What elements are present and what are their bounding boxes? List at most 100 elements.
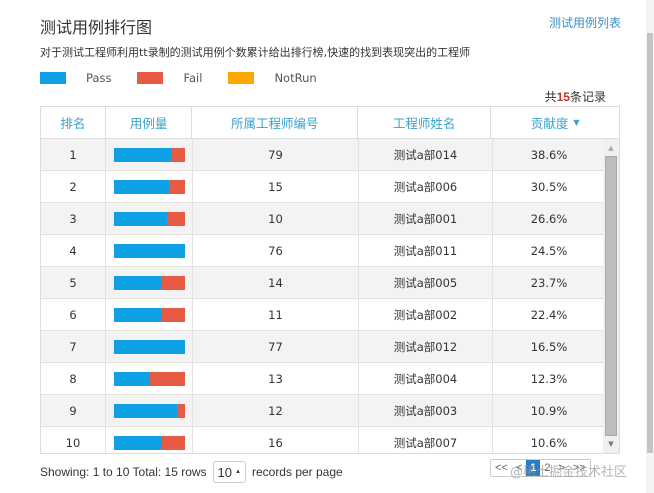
notrun-swatch [228,72,255,84]
cell-rank: 7 [41,331,106,362]
cell-rank: 10 [41,427,106,453]
showing-info: Showing: 1 to 10 Total: 15 rows [40,465,207,479]
cell-contribution: 38.6% [530,147,568,162]
scroll-down-icon[interactable]: ▼ [608,440,614,448]
cell-engineer-id: 13 [193,363,359,394]
column-rank[interactable]: 排名 [41,107,106,138]
cell-engineer-name: 测试a部012 [359,331,493,362]
table-header: 排名 用例量 所属工程师编号 工程师姓名 贡献度 ▼ [41,107,619,139]
table-row[interactable]: 4 76 测试a部011 24.5% [41,235,605,267]
legend-notrun[interactable]: NotRun [228,71,317,85]
page-scrollbar[interactable] [646,0,654,493]
page-button[interactable]: << [495,462,508,474]
scrollbar-thumb[interactable] [605,156,617,436]
page-button[interactable]: 1 [526,460,541,476]
cell-engineer-name: 测试a部002 [359,299,493,330]
table-row[interactable]: 10 16 测试a部007 10.6% [41,427,605,453]
cell-engineer-id: 11 [193,299,359,330]
fail-segment [168,179,185,194]
cell-rank: 5 [41,267,106,298]
table-row[interactable]: 3 10 测试a部001 26.6% [41,203,605,235]
pass-fail-bar [113,275,185,290]
table-row[interactable]: 8 13 测试a部004 12.3% [41,363,605,395]
cell-engineer-name: 测试a部005 [359,267,493,298]
legend-label: Pass [86,71,112,85]
cell-case-bar [106,395,193,426]
pass-fail-bar [113,307,185,322]
fail-segment [149,371,185,386]
pass-segment [113,243,185,258]
fail-segment [161,307,185,322]
cell-engineer-id: 77 [193,331,359,362]
column-engineer-name[interactable]: 工程师姓名 [358,107,492,138]
table-scrollbar[interactable]: ▲ ▼ [603,139,619,453]
column-contribution[interactable]: 贡献度 ▼ [530,116,580,131]
legend-pass[interactable]: Pass [40,71,111,85]
cell-engineer-id: 16 [193,427,359,453]
cell-engineer-name: 测试a部007 [359,427,493,453]
pagination: << <1 2 > >> [490,459,591,477]
fail-segment [161,435,185,450]
cell-engineer-id: 12 [193,395,359,426]
pass-fail-bar [113,371,185,386]
table-row[interactable]: 6 11 测试a部002 22.4% [41,299,605,331]
cell-rank: 3 [41,203,106,234]
pass-segment [113,307,162,322]
total-records: 共15条记录 [544,90,606,104]
table-row[interactable]: 7 77 测试a部012 16.5% [41,331,605,363]
test-case-list-link[interactable]: 测试用例列表 [549,16,622,30]
cell-rank: 6 [41,299,106,330]
scroll-up-icon[interactable]: ▲ [608,144,614,152]
cell-engineer-name: 测试a部001 [359,203,493,234]
table-row[interactable]: 2 15 测试a部006 30.5% [41,171,605,203]
pass-segment [113,435,162,450]
table-row[interactable]: 5 14 测试a部005 23.7% [41,267,605,299]
cell-contribution: 24.5% [530,243,568,258]
cell-case-bar [106,267,193,298]
pass-segment [113,403,177,418]
pass-fail-bar [113,403,185,418]
fail-segment [172,147,185,162]
table-body: 1 79 测试a部014 38.6% 2 15 测试a部006 30.5% 3 10 测试a部001… [41,139,619,453]
cell-contribution: 23.7% [530,275,568,290]
cell-case-bar [106,203,193,234]
legend-fail[interactable]: Fail [137,71,202,85]
cell-engineer-name: 测试a部014 [359,139,493,170]
table-footer: Showing: 1 to 10 Total: 15 rows 10 ▲ reco… [40,461,343,483]
cell-case-bar [106,139,193,170]
fail-swatch [137,72,164,84]
cell-contribution: 12.3% [530,371,568,386]
cell-contribution: 26.6% [530,211,568,226]
pass-swatch [40,72,66,84]
pass-fail-bar [113,179,185,194]
column-engineer-id[interactable]: 所属工程师编号 [192,107,358,138]
page-scrollbar-thumb[interactable] [647,33,653,453]
fail-segment [162,275,185,290]
cell-case-bar [106,235,193,266]
table-row[interactable]: 1 79 测试a部014 38.6% [41,139,605,171]
per-page-select[interactable]: 10 ▲ [212,461,246,483]
cell-engineer-name: 测试a部006 [359,171,493,202]
page-button[interactable]: > [558,462,565,474]
fail-segment [167,211,185,226]
cell-engineer-name: 测试a部011 [359,235,493,266]
page-button[interactable]: 2 [544,462,551,474]
cell-rank: 1 [41,139,106,170]
page-button[interactable]: >> [572,462,586,474]
cell-engineer-id: 15 [193,171,359,202]
chart-legend: Pass Fail NotRun [40,71,343,85]
cell-contribution: 30.5% [530,179,568,194]
per-page-label: records per page [251,465,343,479]
cell-contribution: 10.9% [530,403,568,418]
page-button[interactable]: < [515,462,523,474]
column-case-count[interactable]: 用例量 [106,107,193,138]
pass-fail-bar [113,243,185,258]
table-row[interactable]: 9 12 测试a部003 10.9% [41,395,605,427]
pass-segment [113,147,173,162]
cell-rank: 9 [41,395,106,426]
cell-engineer-id: 79 [193,139,359,170]
cell-engineer-name: 测试a部003 [359,395,493,426]
cell-rank: 2 [41,171,106,202]
cell-engineer-id: 10 [193,203,359,234]
